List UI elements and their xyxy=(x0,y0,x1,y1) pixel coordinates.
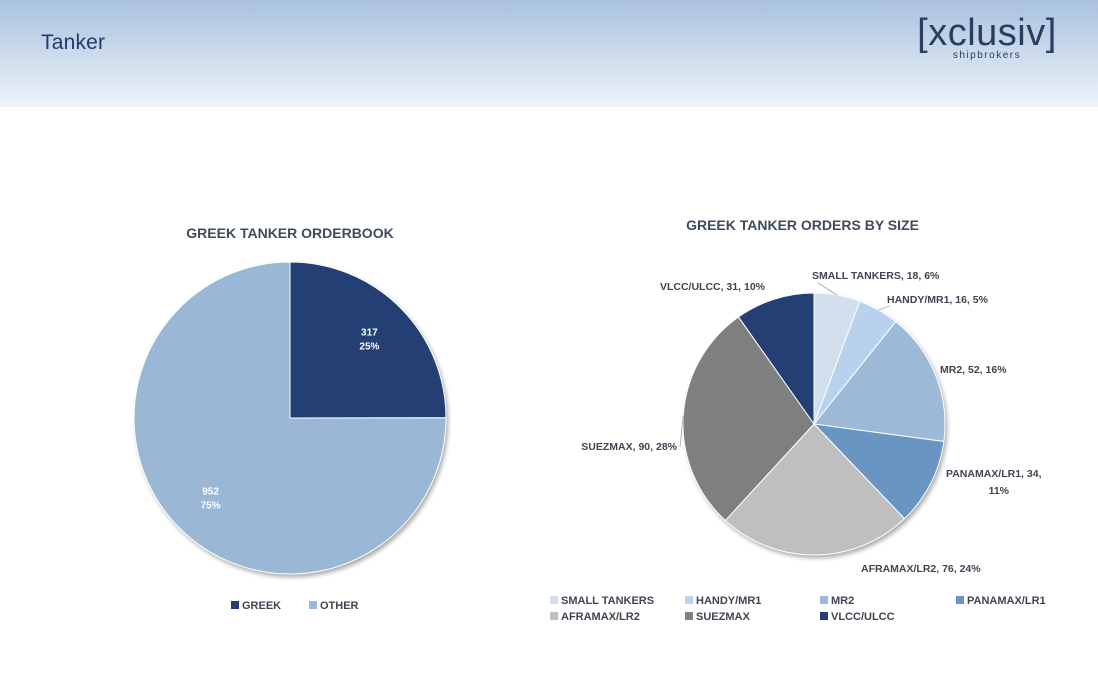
orders-by-size-legend-item-panamax-lr1: PANAMAX/LR1 xyxy=(956,595,1046,608)
orderbook-legend-item-greek: GREEK xyxy=(231,600,281,613)
pie-orderbook: 317 25% 952 75% xyxy=(133,261,447,575)
orderbook-data-label-value: 952 xyxy=(202,487,219,498)
orders-by-size-data-label: MR2, 52, 16% xyxy=(940,364,1007,376)
orders-by-size-leader-line xyxy=(817,282,838,296)
orderbook-legend-label: OTHER xyxy=(320,600,359,612)
orders-by-size-slice-vlcc-ulcc xyxy=(737,292,815,426)
chart-title-orderbook: GREEK TANKER ORDERBOOK xyxy=(186,225,394,241)
orders-by-size-data-label: AFRAMAX/LR2, 76, 24% xyxy=(861,563,981,575)
orders-by-size-legend-item-small-tankers: SMALL TANKERS xyxy=(550,595,654,608)
orders-by-size-legend-swatch xyxy=(550,612,558,620)
orders-by-size-legend-label: MR2 xyxy=(831,595,855,607)
orderbook-legend-swatch xyxy=(231,601,239,609)
orderbook-legend-swatch xyxy=(309,601,317,609)
orders-by-size-legend-item-suezmax: SUEZMAX xyxy=(685,611,750,624)
orders-by-size-legend-item-handy-mr1: HANDY/MR1 xyxy=(685,595,761,608)
orders-by-size-legend-swatch xyxy=(685,596,693,604)
orderbook-slice-greek xyxy=(289,261,447,419)
orders-by-size-slice-suezmax xyxy=(682,316,815,522)
orders-by-size-data-label: HANDY/MR1, 16, 5% xyxy=(887,294,989,306)
orderbook-data-label-percent: 75% xyxy=(201,501,221,512)
orders-by-size-legend-item-mr2: MR2 xyxy=(820,595,854,608)
orders-by-size-leader-line xyxy=(679,415,684,448)
orders-by-size-data-label: VLCC/ULCC, 31, 10% xyxy=(660,281,766,293)
orderbook-data-label-percent: 25% xyxy=(359,342,379,353)
orders-by-size-slice-aframax-lr2 xyxy=(724,423,906,556)
orders-by-size-legend-swatch xyxy=(685,612,693,620)
orders-by-size-legend-label: HANDY/MR1 xyxy=(696,595,762,607)
orders-by-size-legend-swatch xyxy=(820,596,828,604)
orders-by-size-legend-label: SUEZMAX xyxy=(696,611,750,623)
orders-by-size-legend-label: VLCC/ULCC xyxy=(831,611,895,623)
orderbook-legend-item-other: OTHER xyxy=(309,600,359,613)
orders-by-size-data-label: PANAMAX/LR1, 34, xyxy=(946,468,1042,480)
orders-by-size-legend-item-vlcc-ulcc: VLCC/ULCC xyxy=(820,611,895,624)
chart-title-orders-by-size: GREEK TANKER ORDERS BY SIZE xyxy=(686,217,919,233)
header-banner: Tanker [xclusiv] shipbrokers xyxy=(0,0,1098,107)
orders-by-size-data-label: 11% xyxy=(989,485,1010,497)
orderbook-slice-other xyxy=(133,261,447,575)
logo-tagline: shipbrokers xyxy=(952,50,1022,61)
orders-by-size-slice-mr2 xyxy=(813,320,946,443)
orders-by-size-legend-swatch xyxy=(956,596,964,604)
orders-by-size-leader-line xyxy=(878,305,891,311)
orders-by-size-legend-label: PANAMAX/LR1 xyxy=(967,595,1046,607)
page-title: Tanker xyxy=(41,31,106,54)
orders-by-size-legend-swatch xyxy=(820,612,828,620)
orders-by-size-data-label: SMALL TANKERS, 18, 6% xyxy=(812,270,940,282)
orders-by-size-legend-item-aframax-lr2: AFRAMAX/LR2 xyxy=(550,611,640,624)
logo-wordmark: [xclusiv] xyxy=(917,12,1057,54)
pie-orders-by-size xyxy=(682,292,946,556)
orders-by-size-legend-label: SMALL TANKERS xyxy=(561,595,655,607)
orderbook-data-label-value: 317 xyxy=(361,328,378,339)
orders-by-size-legend-swatch xyxy=(550,596,558,604)
pie-orders-by-size-labels: SMALL TANKERS, 18, 6% HANDY/MR1, 16, 5% MR… xyxy=(581,270,1041,575)
orderbook-legend-label: GREEK xyxy=(242,600,282,612)
company-logo: [xclusiv] shipbrokers xyxy=(912,12,1062,64)
orders-by-size-data-label: SUEZMAX, 90, 28% xyxy=(581,441,677,453)
orders-by-size-legend-label: AFRAMAX/LR2 xyxy=(561,611,640,623)
orders-by-size-slice-panamax-lr1 xyxy=(812,423,945,520)
